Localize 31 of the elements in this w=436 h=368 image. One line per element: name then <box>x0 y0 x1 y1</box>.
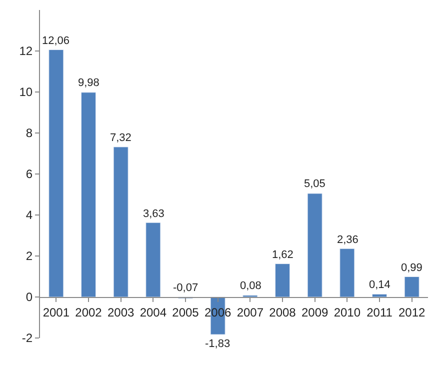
data-label: 5,05 <box>304 178 326 190</box>
data-label: 3,63 <box>143 208 164 220</box>
y-tick-label: 10 <box>19 85 33 100</box>
y-tick-label: 8 <box>26 126 33 140</box>
x-tick-label: 2010 <box>334 305 361 320</box>
data-label: 2,36 <box>337 234 358 246</box>
data-label: 0,14 <box>369 279 390 291</box>
x-tick-label: 2008 <box>269 305 296 320</box>
x-tick-label: 2011 <box>366 305 393 320</box>
data-label: 0,99 <box>401 262 422 274</box>
x-tick-label: 2002 <box>75 305 102 320</box>
data-label: -1,83 <box>205 338 230 350</box>
y-tick-label: 4 <box>26 208 33 222</box>
data-label: 12,06 <box>42 35 70 47</box>
x-tick-label: 2005 <box>172 305 200 320</box>
x-tick-label: 2001 <box>42 305 70 320</box>
y-tick-label: 2 <box>26 249 33 264</box>
y-tick-label: 6 <box>26 167 33 182</box>
data-label: 9,98 <box>78 77 100 89</box>
x-tick-label: 2003 <box>107 305 134 320</box>
x-tick-label: 2009 <box>301 305 328 320</box>
y-tick-label: 0 <box>26 290 33 304</box>
data-label: 7,32 <box>110 132 132 144</box>
y-tick-label: -2 <box>22 331 33 346</box>
x-tick-label: 2012 <box>398 305 426 320</box>
data-label: -0,07 <box>173 282 198 294</box>
data-label: 1,62 <box>272 249 294 261</box>
x-tick-label: 2007 <box>236 305 264 320</box>
y-tick-label: 12 <box>19 44 33 58</box>
data-label: 0,08 <box>240 280 262 292</box>
x-tick-label: 2004 <box>140 305 167 320</box>
